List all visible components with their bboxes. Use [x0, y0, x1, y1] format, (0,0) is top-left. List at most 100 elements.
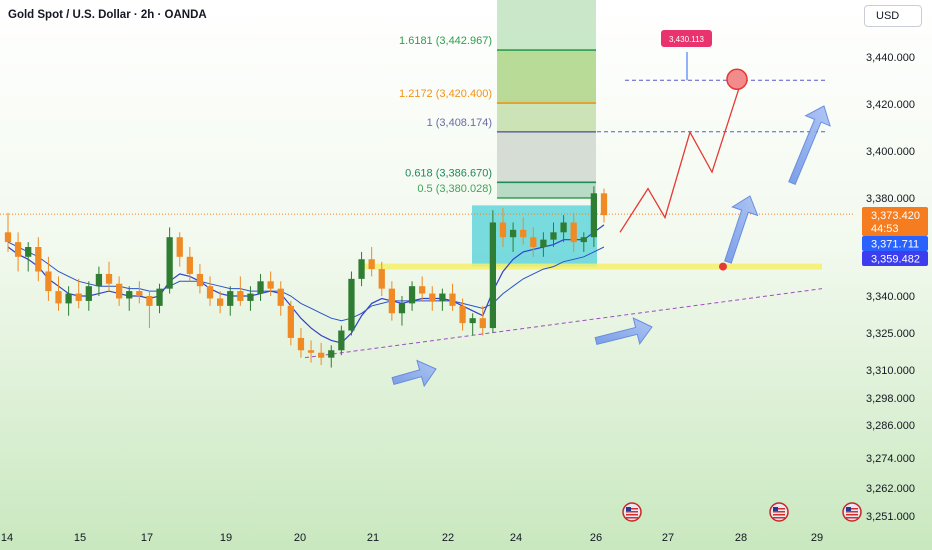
trendline-dashed: [304, 288, 823, 359]
us-flag-icon[interactable]: [842, 502, 862, 522]
us-flag-stripe: [626, 514, 638, 516]
arrow-icon: [391, 359, 437, 388]
candle-body: [550, 232, 557, 240]
fib-level-label: 1.2172 (3,420.400): [399, 88, 492, 100]
us-flag-canton: [773, 507, 778, 511]
candle-body: [489, 222, 497, 329]
us-flag-stripe: [846, 514, 858, 516]
x-axis-tick-label: 26: [590, 532, 602, 544]
fib-level-label: 1.6181 (3,442.967): [399, 35, 492, 47]
arrow-icon: [724, 195, 759, 264]
x-axis-tick-label: 29: [811, 532, 823, 544]
x-axis-tick-label: 27: [662, 532, 674, 544]
candle-body: [217, 298, 224, 306]
candle-body: [348, 278, 355, 331]
fib-level-label: 0.5 (3,380.028): [417, 183, 492, 195]
candle-body: [247, 293, 254, 301]
candle-body: [560, 222, 567, 233]
fib-zone-1217: [497, 103, 596, 132]
us-flag-stripe: [773, 511, 785, 513]
candle-body: [146, 296, 153, 306]
us-flag-stripe: [626, 508, 638, 510]
y-axis-tick-label: 3,380.000: [866, 193, 915, 205]
fib-zone-top: [497, 0, 596, 51]
y-axis-tick-label: 3,310.000: [866, 365, 915, 377]
candle-body: [429, 293, 436, 301]
y-axis-tick-label: 3,274.000: [866, 453, 915, 465]
candle-body: [14, 242, 22, 257]
candle-body: [166, 237, 173, 289]
candle-body: [196, 273, 204, 287]
us-flag-icon[interactable]: [622, 502, 642, 522]
currency-button[interactable]: USD: [864, 5, 922, 27]
candle-body: [206, 286, 214, 299]
target-callout-text: 3,430.113: [669, 35, 705, 44]
price-tag-ma2-value: 3,359.482: [871, 254, 920, 266]
candle-body: [227, 291, 234, 306]
y-axis-tick-label: 3,420.000: [866, 99, 915, 111]
candle-body: [378, 269, 385, 289]
us-flag-stripe: [773, 517, 785, 519]
candle-body: [358, 259, 365, 279]
fib-zone-1618: [497, 50, 596, 104]
candle-body: [35, 247, 42, 272]
candle-body: [277, 288, 284, 306]
candle-body: [126, 291, 133, 299]
us-flag-stripe: [846, 511, 858, 513]
us-flag-stripe: [626, 517, 638, 519]
candle-body: [287, 305, 294, 338]
price-tag-ma1: [862, 236, 928, 251]
candle-body: [398, 303, 406, 314]
candle-body: [408, 286, 416, 304]
candle-body: [530, 237, 537, 247]
x-axis-tick-label: 22: [442, 532, 454, 544]
candle-body: [570, 222, 577, 243]
price-tag-ma1-value: 3,371.711: [871, 239, 919, 251]
candle-body: [509, 229, 517, 238]
candle-body: [105, 273, 113, 284]
price-tag-ma2: [862, 251, 928, 266]
candle-body: [419, 286, 426, 294]
candle-body: [469, 318, 476, 324]
candle-body: [580, 237, 587, 243]
candle-body: [439, 293, 446, 301]
candle-body: [65, 293, 72, 304]
candle-body: [55, 291, 62, 304]
moving-average-line: [7, 241, 605, 322]
us-flag-canton: [626, 507, 631, 511]
us-flag-icon[interactable]: [769, 502, 789, 522]
candle-body: [307, 350, 315, 353]
x-axis-tick-label: 24: [510, 532, 522, 544]
y-axis-tick-label: 3,440.000: [866, 52, 915, 64]
candle-body: [156, 288, 163, 306]
candle-body: [479, 318, 486, 329]
candle-body: [297, 337, 305, 351]
y-axis-tick-label: 3,298.000: [866, 393, 915, 405]
candle-body: [257, 281, 264, 294]
candle-body: [459, 305, 466, 324]
y-axis-tick-label: 3,400.000: [866, 146, 915, 158]
x-axis-tick-label: 21: [367, 532, 379, 544]
fib-zone-0618: [497, 182, 596, 198]
candle-body: [318, 352, 325, 358]
candle-body: [449, 293, 456, 306]
projection-path: [619, 85, 741, 233]
fib-zone-1: [497, 131, 596, 183]
us-flag-stripe: [846, 508, 858, 510]
candle-body: [600, 193, 608, 216]
candle-body: [75, 293, 82, 301]
moving-average-line: [7, 224, 605, 344]
candle-body: [590, 193, 598, 238]
target-marker: [726, 68, 748, 90]
arrow-icon: [594, 317, 653, 346]
candle-body: [85, 286, 92, 301]
y-axis-tick-label: 3,262.000: [866, 483, 915, 495]
us-flag-stripe: [773, 508, 785, 510]
candle-body: [540, 239, 547, 247]
y-axis-tick-label: 3,286.000: [866, 420, 915, 432]
candle-body: [136, 291, 143, 296]
us-flag-stripe: [773, 514, 785, 516]
